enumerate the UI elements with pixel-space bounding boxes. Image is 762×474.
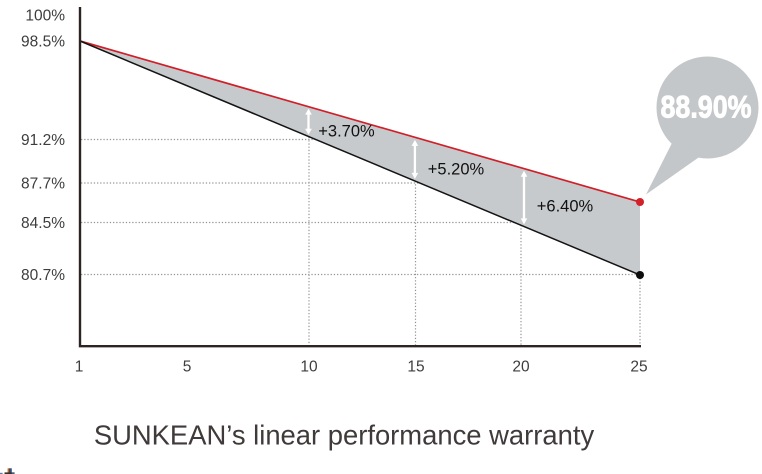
svg-text:91.2%: 91.2% xyxy=(21,132,65,149)
svg-text:84.5%: 84.5% xyxy=(21,215,65,232)
svg-text:88.90%: 88.90% xyxy=(661,89,752,125)
svg-text:5: 5 xyxy=(183,359,192,376)
svg-text:98.5%: 98.5% xyxy=(21,34,65,51)
svg-text:+6.40%: +6.40% xyxy=(537,198,594,216)
svg-text:SUNKEAN’s linear performance w: SUNKEAN’s linear performance warranty xyxy=(94,420,595,451)
svg-text:+5.20%: +5.20% xyxy=(428,161,485,179)
svg-text:10: 10 xyxy=(300,359,318,376)
svg-text:15: 15 xyxy=(407,359,424,376)
svg-text:20: 20 xyxy=(512,359,530,376)
svg-text:25: 25 xyxy=(630,359,647,376)
svg-text:87.7%: 87.7% xyxy=(21,176,65,193)
svg-text:1: 1 xyxy=(75,359,84,376)
svg-text:80.7%: 80.7% xyxy=(21,267,65,284)
svg-text:+3.70%: +3.70% xyxy=(318,123,375,141)
svg-text:100%: 100% xyxy=(25,8,65,25)
